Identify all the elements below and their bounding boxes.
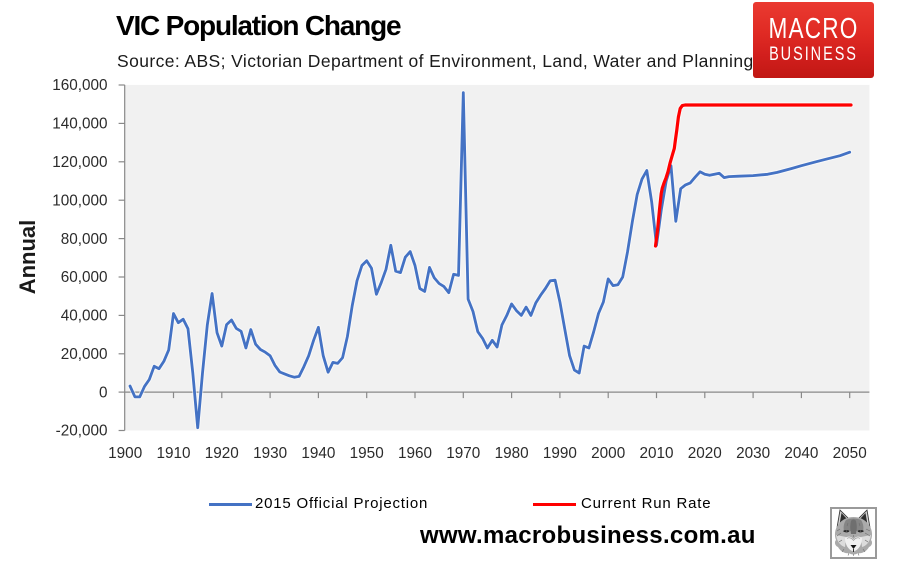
svg-text:80,000: 80,000 xyxy=(61,231,108,248)
svg-text:2020: 2020 xyxy=(688,445,722,462)
svg-text:1990: 1990 xyxy=(543,445,577,462)
svg-text:2010: 2010 xyxy=(639,445,673,462)
svg-text:1910: 1910 xyxy=(156,445,190,462)
svg-text:1950: 1950 xyxy=(350,445,384,462)
svg-text:20,000: 20,000 xyxy=(61,346,108,363)
svg-text:1970: 1970 xyxy=(446,445,480,462)
svg-text:2050: 2050 xyxy=(833,445,867,462)
svg-text:1980: 1980 xyxy=(495,445,529,462)
svg-text:0: 0 xyxy=(99,384,108,401)
svg-text:160,000: 160,000 xyxy=(52,77,107,94)
svg-text:140,000: 140,000 xyxy=(52,116,107,133)
svg-text:2040: 2040 xyxy=(784,445,818,462)
svg-text:1960: 1960 xyxy=(398,445,432,462)
svg-text:40,000: 40,000 xyxy=(61,308,108,325)
svg-text:1900: 1900 xyxy=(108,445,142,462)
svg-text:1920: 1920 xyxy=(205,445,239,462)
svg-text:1930: 1930 xyxy=(253,445,287,462)
svg-text:2000: 2000 xyxy=(591,445,625,462)
svg-text:100,000: 100,000 xyxy=(52,192,107,209)
svg-text:2030: 2030 xyxy=(736,445,770,462)
svg-text:60,000: 60,000 xyxy=(61,269,108,286)
svg-text:-20,000: -20,000 xyxy=(56,423,108,440)
svg-text:120,000: 120,000 xyxy=(52,154,107,171)
svg-text:1940: 1940 xyxy=(301,445,335,462)
